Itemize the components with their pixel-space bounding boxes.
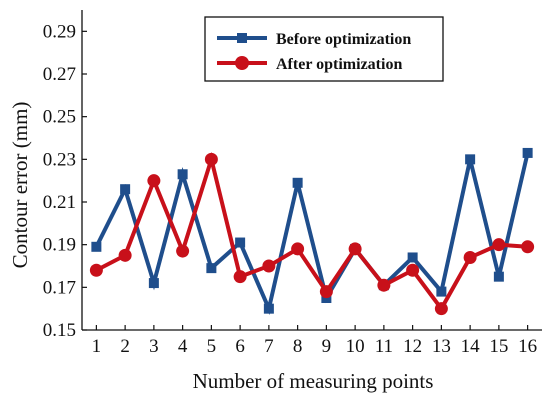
legend-marker	[237, 33, 247, 43]
data-point	[118, 248, 132, 262]
x-tick-label: 10	[346, 336, 365, 357]
x-tick-label: 8	[293, 336, 303, 357]
y-tick-label: 0.29	[43, 21, 76, 42]
y-tick-label: 0.21	[43, 192, 76, 213]
x-tick-label: 13	[432, 336, 451, 357]
legend-label: Before optimization	[276, 31, 411, 48]
y-tick-label: 0.15	[43, 320, 76, 341]
x-tick-label: 16	[518, 336, 537, 357]
legend-entry: After optimization	[217, 56, 402, 73]
legend-box	[204, 16, 444, 82]
x-tick-label: 9	[322, 336, 332, 357]
y-axis-title: Contour error (mm)	[8, 102, 32, 269]
x-tick-label: 2	[120, 336, 130, 357]
series-after-optimization	[89, 151, 535, 316]
data-point	[177, 169, 188, 180]
x-tick-label: 12	[403, 336, 422, 357]
data-point	[493, 271, 504, 282]
y-tick-label: 0.27	[43, 64, 76, 85]
y-tick-label: 0.25	[43, 107, 76, 128]
data-point	[148, 278, 159, 289]
legend-marker	[235, 56, 249, 70]
ticks: 0.150.170.190.210.230.250.270.291 2 3 4 5 6 7 8…	[43, 21, 537, 357]
data-point	[204, 152, 218, 166]
data-point	[434, 302, 448, 316]
data-point	[348, 242, 362, 256]
data-point	[319, 285, 333, 299]
data-point	[406, 263, 420, 277]
data-point	[120, 184, 131, 195]
data-point	[91, 241, 102, 252]
legend: Before optimization After optimization	[204, 16, 444, 82]
data-point	[89, 263, 103, 277]
data-point	[521, 240, 535, 254]
x-axis-title: Number of measuring points	[193, 369, 434, 393]
x-tick-label: 11	[375, 336, 393, 357]
data-point	[147, 174, 161, 188]
legend-entry: Before optimization	[217, 31, 411, 48]
x-tick-label: 3	[149, 336, 159, 357]
x-tick-label: 4	[178, 336, 188, 357]
x-tick-label: 5	[207, 336, 217, 357]
legend-label: After optimization	[276, 56, 402, 73]
data-point	[522, 147, 533, 158]
series-layer	[89, 147, 535, 316]
axes	[81, 10, 542, 331]
x-tick-label: 6	[235, 336, 245, 357]
data-point	[176, 244, 190, 258]
x-tick-label: 15	[489, 336, 508, 357]
data-point	[292, 177, 303, 188]
data-point	[463, 250, 477, 264]
y-tick-label: 0.17	[43, 277, 76, 298]
data-point	[492, 238, 506, 252]
data-point	[206, 263, 217, 274]
x-tick-label: 7	[264, 336, 274, 357]
series-before-optimization	[91, 147, 533, 316]
data-point	[262, 259, 276, 273]
data-point	[465, 154, 476, 165]
series-line	[94, 152, 530, 316]
data-point	[377, 278, 391, 292]
series-line	[95, 151, 528, 313]
x-tick-label: 1	[92, 336, 102, 357]
data-point	[263, 303, 274, 314]
x-tick-label: 14	[461, 336, 481, 357]
data-point	[291, 242, 305, 256]
data-point	[407, 252, 418, 263]
data-point	[235, 237, 246, 248]
data-point	[233, 270, 247, 284]
y-tick-label: 0.19	[43, 235, 76, 256]
data-point	[436, 286, 447, 297]
y-tick-label: 0.23	[43, 149, 76, 170]
